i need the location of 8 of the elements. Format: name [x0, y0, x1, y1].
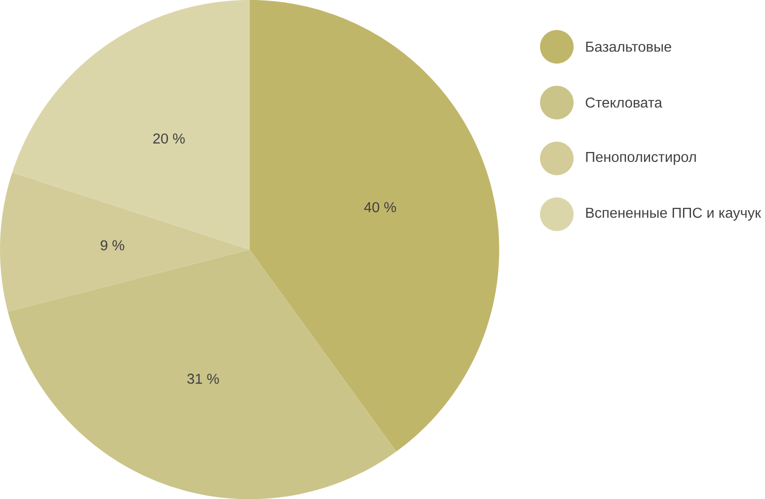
legend-label: Вспененные ППС и каучук	[586, 208, 762, 221]
data-label: 31 %	[187, 374, 219, 384]
data-label: 9 %	[100, 240, 124, 250]
data-label: 20 %	[153, 133, 185, 144]
data-label: 40 %	[364, 202, 396, 212]
legend-label: Пенополистирол	[586, 152, 696, 165]
legend-label: Базальтовые	[586, 42, 672, 52]
legend-label: Стекловата	[586, 97, 662, 108]
